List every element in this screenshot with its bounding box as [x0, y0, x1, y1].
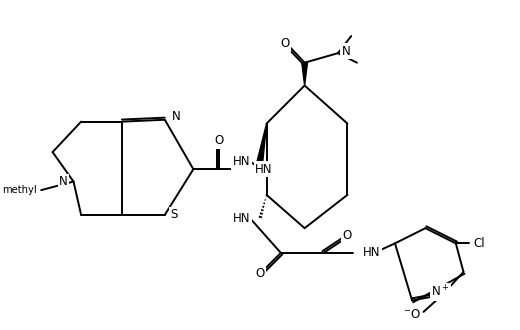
Text: HN: HN	[233, 212, 251, 225]
Text: HN: HN	[233, 155, 251, 168]
Polygon shape	[257, 123, 267, 162]
Text: O: O	[255, 267, 265, 280]
Text: N: N	[342, 45, 350, 58]
Text: S: S	[171, 208, 178, 221]
Text: N$^+$: N$^+$	[432, 284, 450, 300]
Text: $^{-}$O: $^{-}$O	[402, 308, 421, 321]
Text: O: O	[280, 37, 289, 50]
Polygon shape	[302, 63, 307, 85]
Text: N: N	[172, 111, 180, 123]
Text: HN: HN	[255, 163, 272, 176]
Text: N: N	[59, 175, 68, 188]
Text: O: O	[214, 134, 224, 147]
Text: O: O	[343, 229, 352, 242]
Text: HN: HN	[362, 247, 380, 259]
Text: methyl: methyl	[3, 185, 37, 195]
Text: Cl: Cl	[473, 237, 485, 250]
